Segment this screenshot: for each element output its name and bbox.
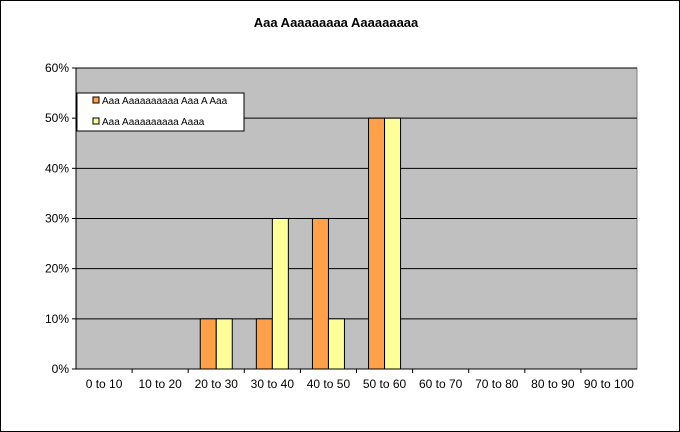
- y-tick-label: 50%: [45, 111, 69, 125]
- bar-series-2: [327, 318, 345, 370]
- bar-series-1: [255, 318, 273, 370]
- bar-series-2: [271, 218, 289, 370]
- legend-swatch-series-1: [92, 96, 100, 104]
- legend-label-series-1: Aaa Aaaaaaaaaa Aaa A Aaa: [102, 96, 228, 107]
- legend-box: [76, 92, 245, 132]
- y-tick-label: 20%: [45, 262, 69, 276]
- bar-series-1: [311, 218, 329, 370]
- y-tick-label: 10%: [45, 312, 69, 326]
- y-tick-label: 40%: [45, 161, 69, 175]
- x-tick-label: 90 to 100: [584, 377, 634, 391]
- bar-series-2: [384, 117, 402, 370]
- x-tick-label: 50 to 60: [363, 377, 407, 391]
- x-tick-label: 60 to 70: [419, 377, 463, 391]
- x-tick-label: 40 to 50: [307, 377, 351, 391]
- y-tick-label: 60%: [45, 61, 69, 75]
- x-tick-label: 20 to 30: [195, 377, 239, 391]
- y-tick-label: 30%: [45, 212, 69, 226]
- chart-title: Aaa Aaaaaaaaa Aaaaaaaaa: [254, 15, 419, 30]
- bar-series-1: [199, 318, 217, 370]
- x-tick-label: 10 to 20: [138, 377, 182, 391]
- x-tick-label: 80 to 90: [531, 377, 575, 391]
- legend-swatch-series-2: [92, 117, 100, 125]
- bar-series-2: [215, 318, 233, 370]
- legend: Aaa Aaaaaaaaaa Aaa A Aaa Aaa Aaaaaaaaaa …: [76, 92, 245, 132]
- x-tick-label: 70 to 80: [475, 377, 519, 391]
- x-tick-label: 30 to 40: [251, 377, 295, 391]
- y-tick-label: 0%: [52, 362, 70, 376]
- x-tick-label: 0 to 10: [86, 377, 123, 391]
- legend-label-series-2: Aaa Aaaaaaaaaa Aaaa: [102, 117, 205, 128]
- bar-series-1: [368, 117, 386, 370]
